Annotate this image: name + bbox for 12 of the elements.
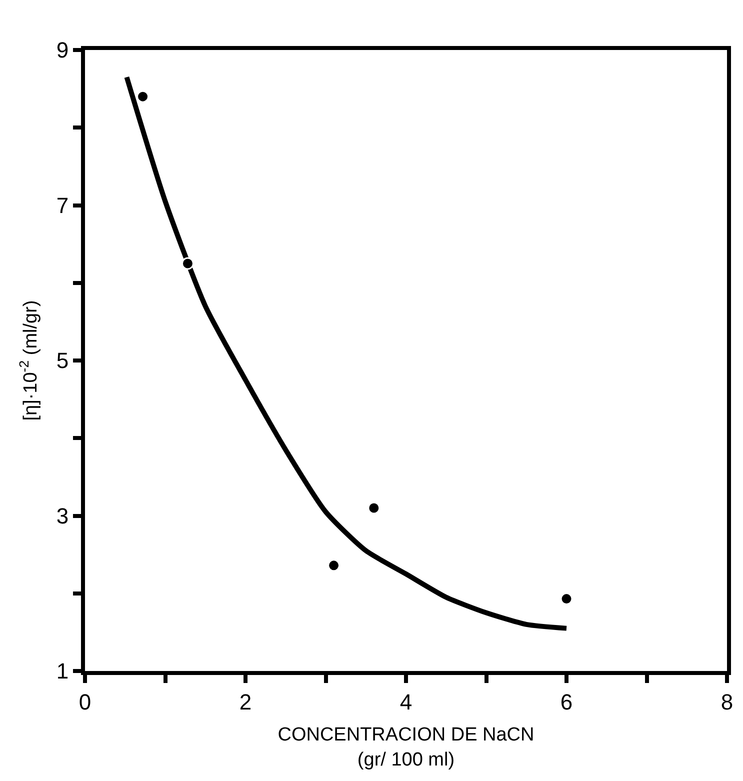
x-tick-label: 4 xyxy=(400,689,412,714)
x-axis-title: CONCENTRACION DE NaCN (gr/ 100 ml) xyxy=(278,724,534,770)
y-tick-label: 1 xyxy=(56,658,69,684)
y-tick-label: 5 xyxy=(56,348,69,374)
x-tick-label: 8 xyxy=(720,689,734,714)
y-tick-label: 3 xyxy=(56,503,69,528)
x-tick-label: 0 xyxy=(78,689,92,714)
x-tick-label: 6 xyxy=(560,689,573,714)
x-tick-label: 2 xyxy=(239,689,252,714)
y-tick-label: 7 xyxy=(56,192,69,218)
point xyxy=(368,502,380,514)
y-tick-label: 9 xyxy=(56,38,69,63)
